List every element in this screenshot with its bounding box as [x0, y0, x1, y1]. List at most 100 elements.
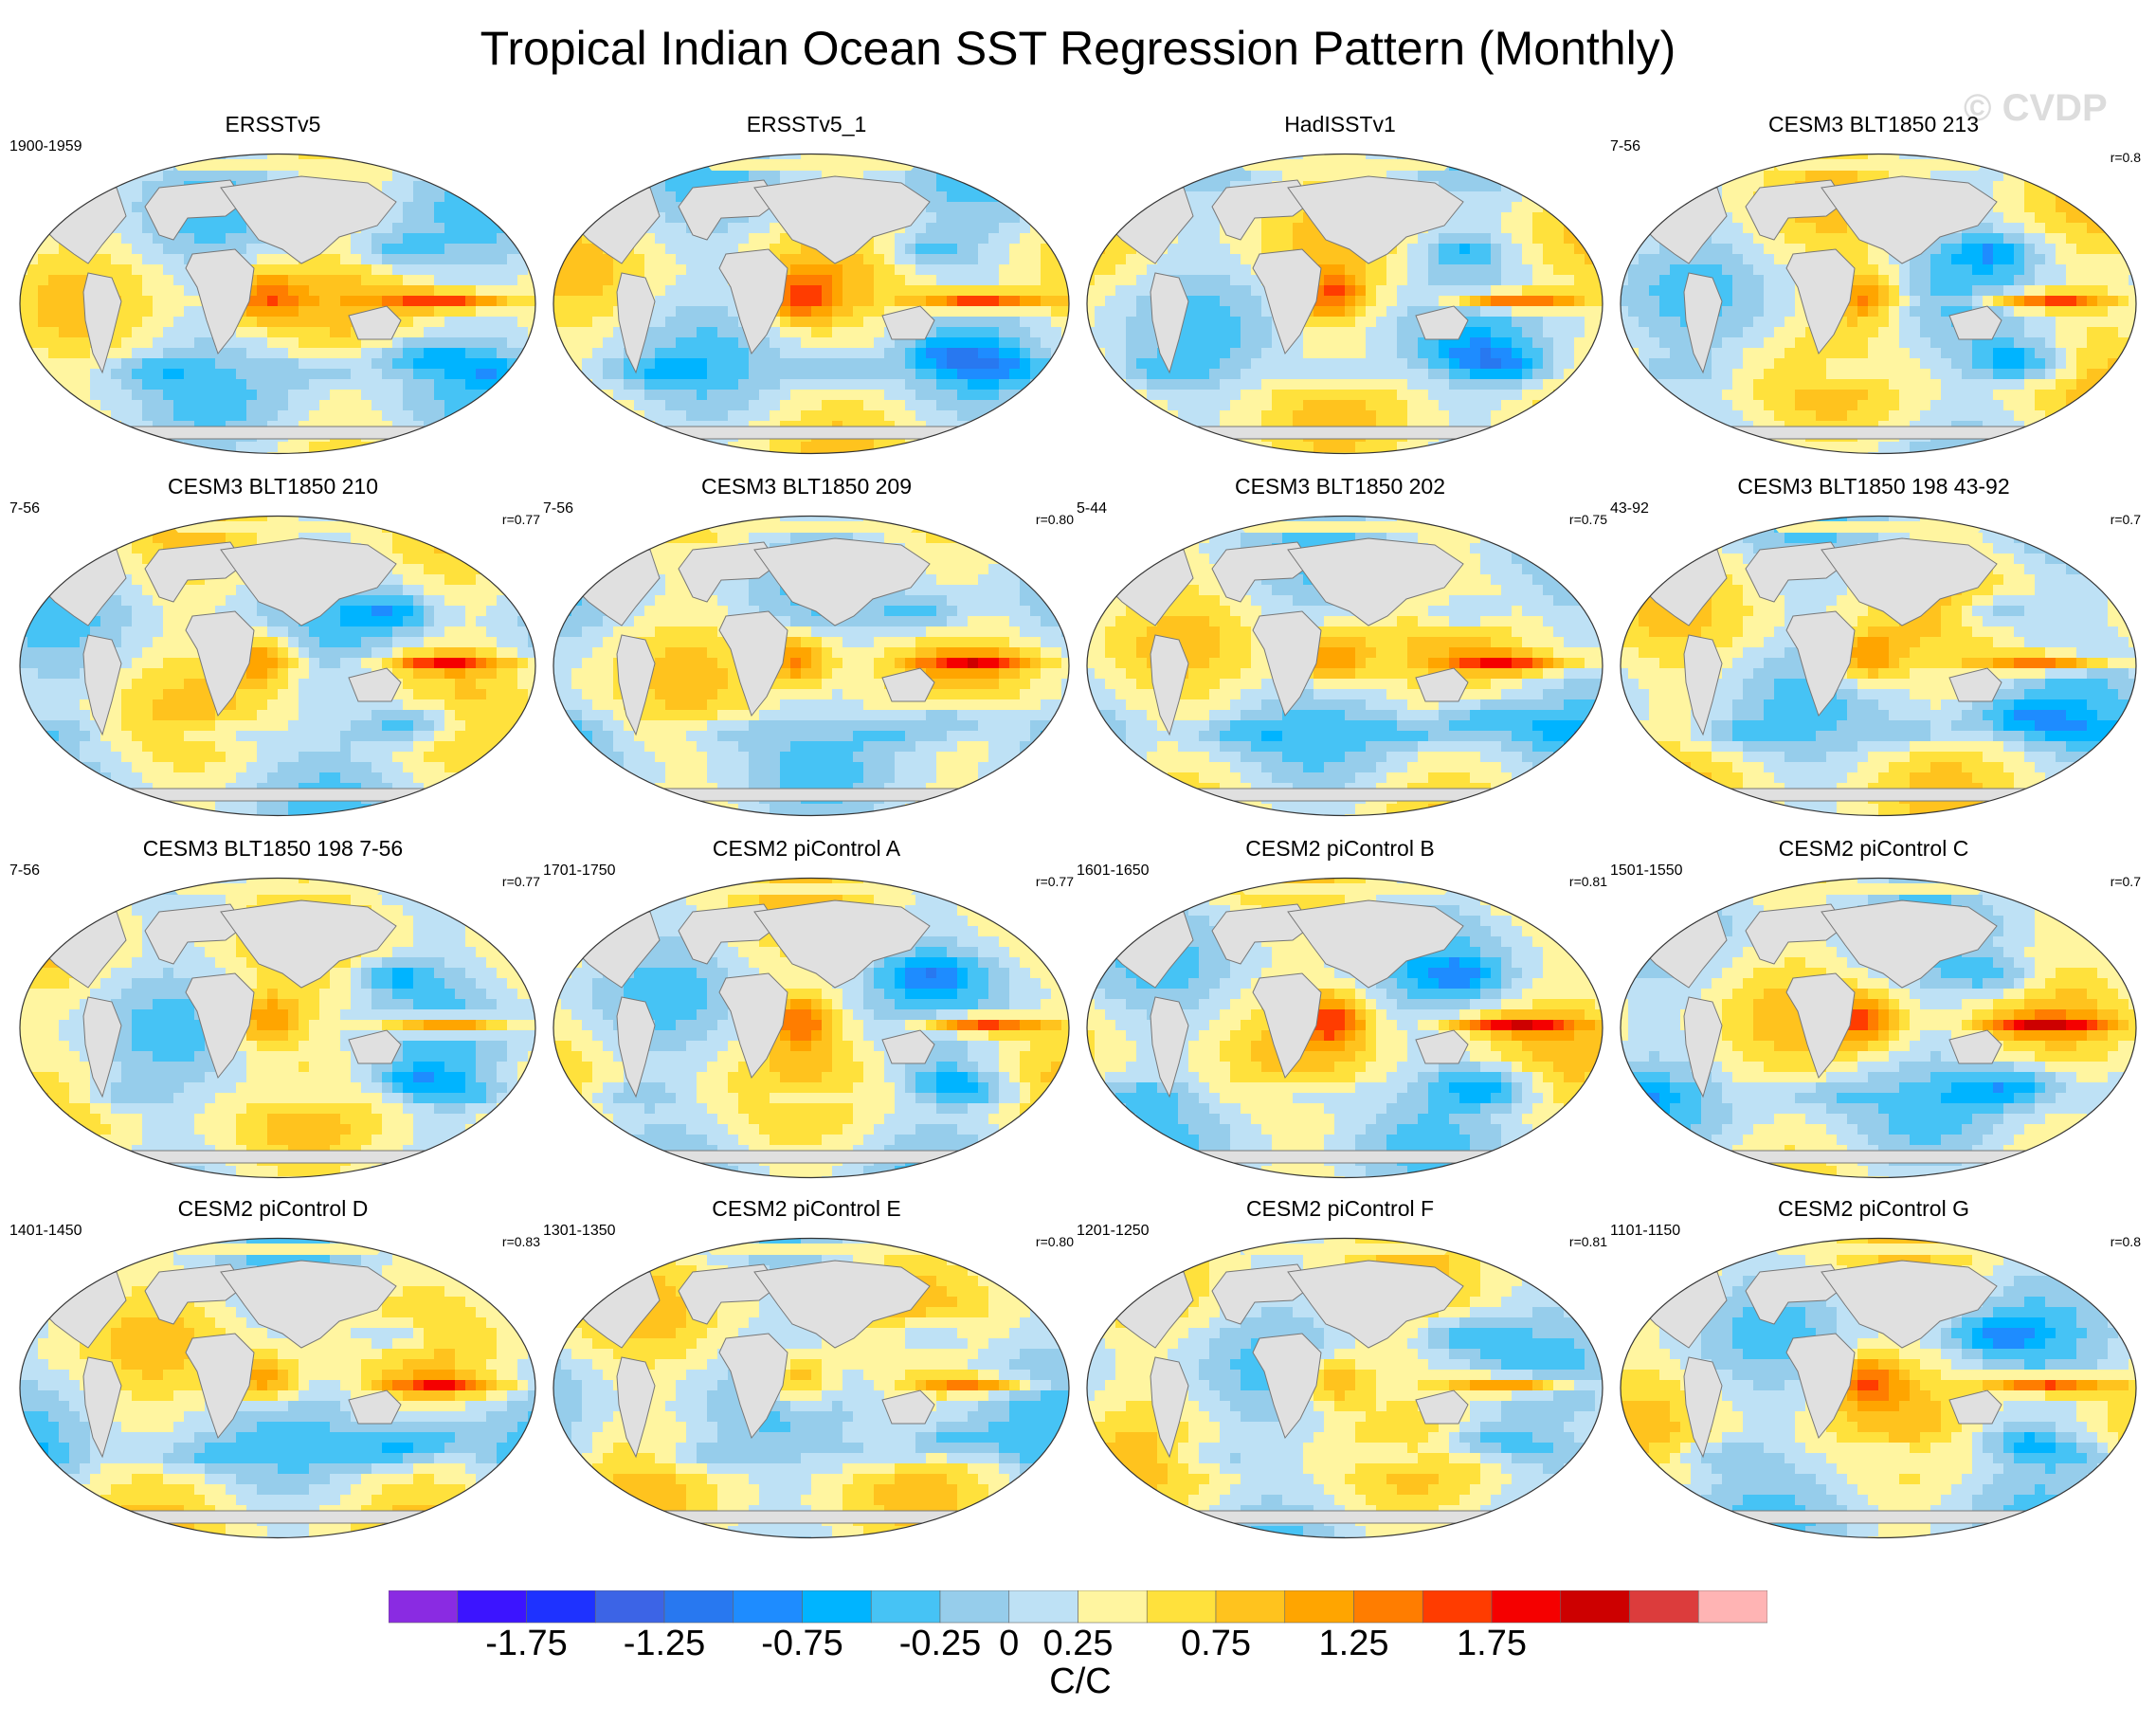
panel-period: 1601-1650 [1077, 862, 1150, 880]
panel-period: 7-56 [543, 500, 573, 518]
panel-period: 1101-1150 [1610, 1223, 1680, 1240]
map-plot [19, 877, 536, 1179]
panel-title: CESM2 piControl E [541, 1196, 1072, 1222]
land-mask [569, 1260, 997, 1524]
land-mask [35, 537, 463, 802]
colorbar-box [1146, 1590, 1217, 1624]
map-panel: CESM2 piControl D 1401-1450 r=0.83 [8, 1196, 540, 1539]
map-panel: CESM3 BLT1850 198 43-92 43-92 r=0.7 [1608, 474, 2141, 817]
panel-period: 5-44 [1077, 500, 1107, 518]
map-plot [19, 515, 536, 817]
sst-field [553, 878, 1069, 1178]
sst-field [1087, 878, 1603, 1178]
colorbar-tick-label: -1.75 [461, 1624, 593, 1664]
sst-field [553, 154, 1069, 454]
map-panel: CESM3 BLT1850 210 7-56 r=0.77 [8, 474, 540, 817]
sst-field [1621, 154, 2136, 454]
panel-correlation: r=0.8 [2111, 150, 2141, 165]
colorbar-box [594, 1590, 665, 1624]
panel-correlation: r=0.75 [1569, 512, 1607, 527]
map-plot [1086, 877, 1603, 1179]
panel-period: 1701-1750 [543, 862, 616, 880]
panel-correlation: r=0.81 [1569, 1234, 1607, 1249]
panel-period: 1301-1350 [543, 1223, 616, 1240]
panel-correlation: r=0.8 [2111, 1234, 2141, 1249]
sst-field [20, 878, 535, 1178]
chart-title: Tropical Indian Ocean SST Regression Pat… [0, 21, 2156, 76]
map-plot [1086, 1237, 1603, 1539]
colorbar-box [733, 1590, 803, 1624]
panel-title: ERSSTv5 [8, 112, 538, 137]
colorbar-tick-label: 0.75 [1150, 1624, 1282, 1664]
panel-title: ERSSTv5_1 [541, 112, 1072, 137]
panel-title: CESM3 BLT1850 213 [1608, 112, 2139, 137]
map-plot [1620, 515, 2137, 817]
panel-correlation: r=0.77 [502, 874, 540, 889]
colorbar-box [1560, 1590, 1630, 1624]
panel-title: CESM2 piControl D [8, 1196, 538, 1222]
panel-correlation: r=0.7 [2111, 874, 2141, 889]
panel-title: CESM2 piControl A [541, 836, 1072, 862]
panel-title: CESM3 BLT1850 202 [1075, 474, 1605, 499]
map-panel: CESM2 piControl C 1501-1550 r=0.7 [1608, 836, 2141, 1179]
panel-period: 7-56 [9, 500, 40, 518]
panel-title: CESM2 piControl B [1075, 836, 1605, 862]
map-plot [19, 153, 536, 455]
colorbar-box [1629, 1590, 1699, 1624]
colorbar-tick-label: -0.75 [736, 1624, 869, 1664]
map-plot [1620, 1237, 2137, 1539]
colorbar-tick-label: -0.25 [874, 1624, 1006, 1664]
panel-title: CESM3 BLT1850 210 [8, 474, 538, 499]
map-panel: CESM2 piControl E 1301-1350 r=0.80 [541, 1196, 1074, 1539]
land-mask [1636, 1260, 2064, 1524]
panel-correlation: r=0.80 [1036, 512, 1074, 527]
colorbar-box [1422, 1590, 1493, 1624]
map-panel: HadISSTv1 [1075, 112, 1605, 455]
map-panel: CESM3 BLT1850 209 7-56 r=0.80 [541, 474, 1074, 817]
map-panel: CESM2 piControl A 1701-1750 r=0.77 [541, 836, 1074, 1179]
panel-title: CESM2 piControl G [1608, 1196, 2139, 1222]
map-panel: CESM3 BLT1850 213 7-56 r=0.8 [1608, 112, 2141, 455]
panel-period: 7-56 [9, 862, 40, 880]
map-plot [1620, 877, 2137, 1179]
colorbar-tick-label: 0.25 [1012, 1624, 1145, 1664]
colorbar-box [939, 1590, 1010, 1624]
land-mask [1102, 175, 1531, 440]
colorbar [389, 1590, 1767, 1624]
colorbar-box [389, 1590, 459, 1624]
panel-period: 7-56 [1610, 138, 1640, 155]
sst-field [553, 516, 1069, 816]
sst-field [1087, 1238, 1603, 1538]
land-mask [35, 899, 463, 1164]
sst-field [1621, 1238, 2136, 1538]
colorbar-tick-label: 1.25 [1288, 1624, 1421, 1664]
map-plot [1086, 515, 1603, 817]
panel-correlation: r=0.83 [502, 1234, 540, 1249]
map-plot [553, 877, 1070, 1179]
panel-title: HadISSTv1 [1075, 112, 1605, 137]
map-panel: ERSSTv5_1 [541, 112, 1072, 455]
colorbar-box [1353, 1590, 1423, 1624]
sst-field [1087, 154, 1603, 454]
map-plot [1620, 153, 2137, 455]
sst-field [553, 1238, 1069, 1538]
map-panel: CESM3 BLT1850 198 7-56 7-56 r=0.77 [8, 836, 540, 1179]
panel-correlation: r=0.80 [1036, 1234, 1074, 1249]
panel-period: 1401-1450 [9, 1223, 82, 1240]
panel-title: CESM3 BLT1850 198 43-92 [1608, 474, 2139, 499]
panel-correlation: r=0.81 [1569, 874, 1607, 889]
panel-correlation: r=0.7 [2111, 512, 2141, 527]
colorbar-box [1697, 1590, 1767, 1624]
map-plot [19, 1237, 536, 1539]
colorbar-box [1078, 1590, 1148, 1624]
panel-title: CESM2 piControl C [1608, 836, 2139, 862]
colorbar-box [1215, 1590, 1286, 1624]
colorbar-box [457, 1590, 527, 1624]
map-panel: CESM3 BLT1850 202 5-44 r=0.75 [1075, 474, 1607, 817]
sst-field [20, 516, 535, 816]
colorbar-box [526, 1590, 596, 1624]
sst-field [1087, 516, 1603, 816]
map-plot [553, 153, 1070, 455]
colorbar-box [1491, 1590, 1562, 1624]
map-panel: CESM2 piControl F 1201-1250 r=0.81 [1075, 1196, 1607, 1539]
